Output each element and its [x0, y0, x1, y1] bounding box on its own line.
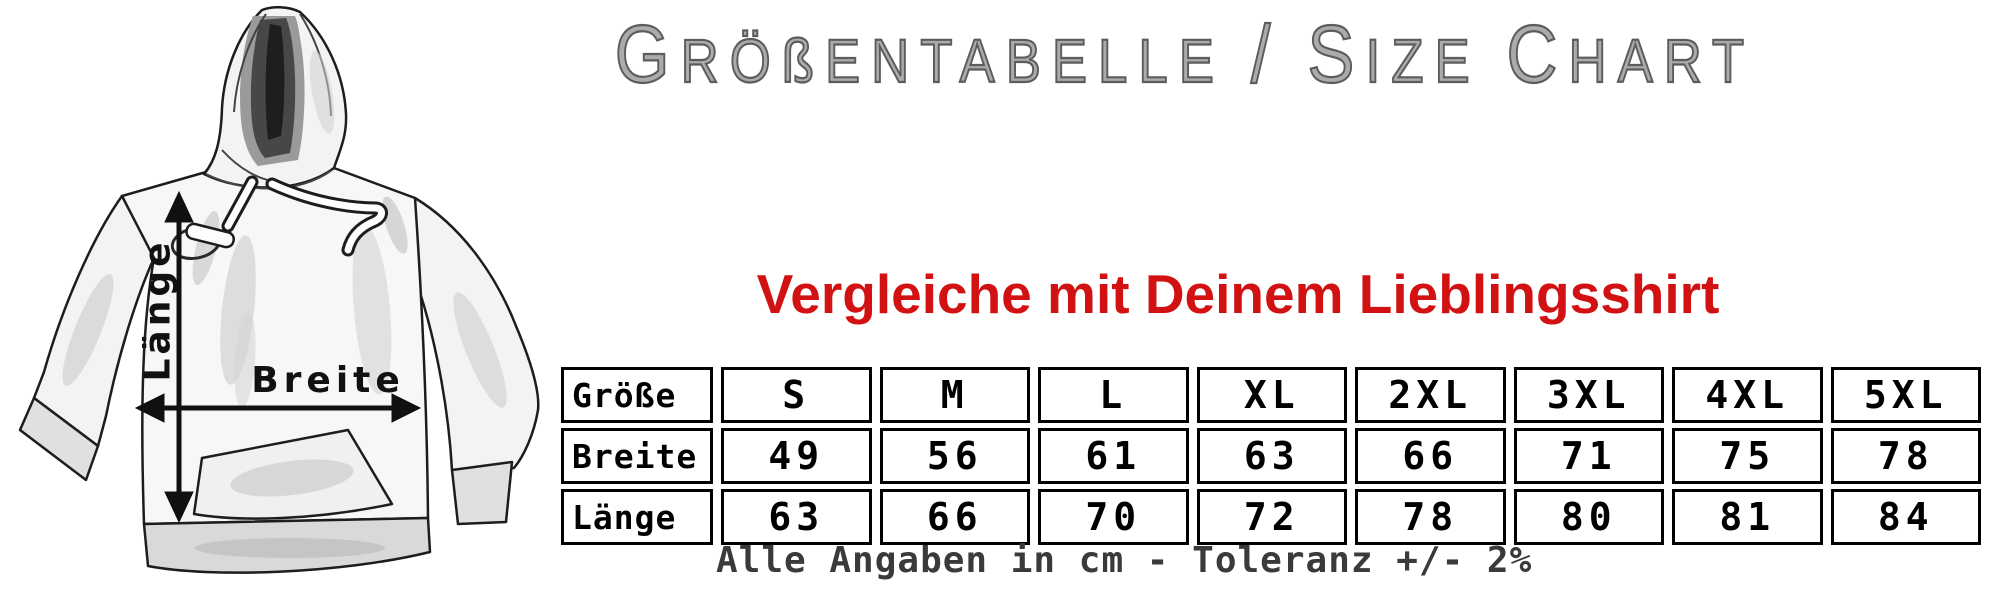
hoodie-left-cuff	[18, 396, 100, 482]
size-value-cell: 70	[1038, 489, 1189, 545]
shading-pocket	[230, 459, 354, 497]
hood-lining-dark	[265, 24, 285, 140]
drawstrings	[170, 175, 388, 260]
row-label-cell: Breite	[561, 428, 713, 484]
shading-hem	[195, 538, 385, 558]
size-value-cell: 61	[1038, 428, 1189, 484]
drawstring-aglet-left	[185, 222, 235, 249]
size-value-cell: 78	[1830, 428, 1981, 484]
hoodie-diagram: Länge Breite	[18, 6, 540, 574]
width-arrow-head-left	[134, 393, 165, 423]
footer-note: Alle Angaben in cm - Toleranz +/- 2%	[716, 540, 1533, 581]
shading-chest-mid	[234, 312, 256, 408]
size-value-cell: 81	[1672, 489, 1823, 545]
size-header-cell: 5XL	[1830, 367, 1981, 423]
shading-sleeve-right	[453, 292, 507, 408]
size-value-cell: 63	[721, 489, 872, 545]
length-arrow-head-top	[164, 190, 194, 223]
size-header-cell: XL	[1196, 367, 1347, 423]
size-header-cell: 3XL	[1513, 367, 1664, 423]
width-arrow-head-right	[391, 393, 422, 423]
hood-seam-left	[233, 13, 267, 113]
size-table: Größe S M L XL 2XL 3XL 4XL 5XL Breite 49 56 61 63 66 7…	[553, 362, 1989, 550]
size-value-cell: 80	[1513, 489, 1664, 545]
measurement-arrows	[134, 190, 422, 524]
table-row: Länge 63 66 70 72 78 80 81 84	[561, 489, 1981, 545]
subtitle: Vergleiche mit Deinem Lieblingsshirt	[756, 263, 1720, 325]
page-title: GRÖßENTABELLE / SIZE CHART	[614, 9, 1756, 100]
width-label: Breite	[251, 360, 405, 401]
shading-sleeve-left	[62, 274, 114, 386]
size-table-head: Größe S M L XL 2XL 3XL 4XL 5XL	[561, 367, 1981, 423]
size-value-cell: 71	[1513, 428, 1664, 484]
hoodie-right-cuff	[450, 460, 514, 526]
size-header-cell: L	[1038, 367, 1189, 423]
drawstring-right	[268, 180, 385, 254]
size-header-cell: 2XL	[1355, 367, 1506, 423]
size-value-cell: 66	[879, 489, 1030, 545]
size-table-body: Breite 49 56 61 63 66 71 75 78 Länge 63 66 70 72 78 80 8…	[561, 428, 1981, 545]
length-label: Länge	[138, 238, 179, 381]
size-header-cell: M	[879, 367, 1030, 423]
size-value-cell: 72	[1196, 489, 1347, 545]
size-table-wrap: Größe S M L XL 2XL 3XL 4XL 5XL Breite 49 56 61 63 66 7…	[553, 362, 1989, 550]
table-row: Breite 49 56 61 63 66 71 75 78	[561, 428, 1981, 484]
size-header-cell: S	[721, 367, 872, 423]
size-value-cell: 56	[879, 428, 1030, 484]
size-value-cell: 49	[721, 428, 872, 484]
size-value-cell: 84	[1830, 489, 1981, 545]
length-arrow-head-bottom	[164, 491, 194, 524]
size-value-cell: 66	[1355, 428, 1506, 484]
size-header-cell: 4XL	[1672, 367, 1823, 423]
size-value-cell: 78	[1355, 489, 1506, 545]
shading-chest-right	[352, 225, 392, 395]
row-label-cell: Länge	[561, 489, 713, 545]
corner-header-cell: Größe	[561, 367, 713, 423]
size-value-cell: 63	[1196, 428, 1347, 484]
size-value-cell: 75	[1672, 428, 1823, 484]
shading-shoulder-right	[382, 196, 408, 254]
shading-hood	[309, 50, 335, 134]
